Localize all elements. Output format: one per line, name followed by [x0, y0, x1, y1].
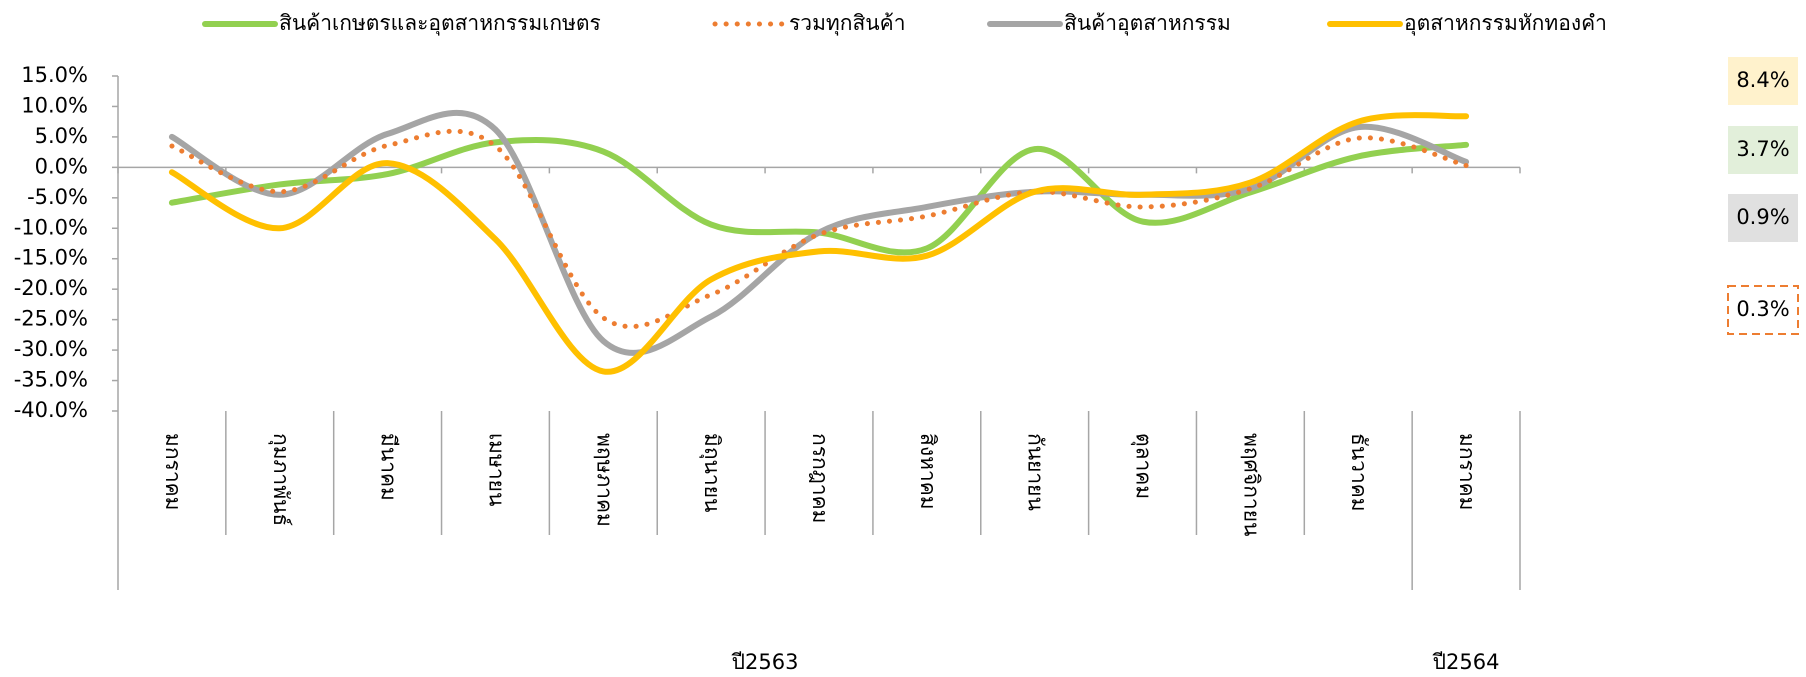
group-label: ปี2564: [1432, 650, 1500, 674]
x-tick-label: ตุลาคม: [1131, 433, 1156, 499]
x-tick-label: มกราคม: [1455, 433, 1479, 511]
series-line: [168, 112, 1470, 375]
value-label-box: [1728, 57, 1798, 105]
x-tick-label: กุมภาพันธ์: [268, 433, 293, 526]
y-tick-label: -25.0%: [14, 307, 88, 331]
y-tick-label: -15.0%: [14, 246, 88, 270]
x-tick-label: เมษายน: [484, 433, 508, 506]
value-label: 0.9%: [1736, 205, 1789, 229]
y-tick-label: 5.0%: [35, 124, 88, 148]
y-tick-label: -5.0%: [27, 185, 88, 209]
y-tick-label: -10.0%: [14, 215, 88, 239]
legend-label: สินค้าอุตสาหกรรม: [1064, 11, 1231, 36]
y-tick-label: -40.0%: [14, 398, 88, 422]
value-label-box: [1728, 194, 1798, 242]
x-tick-label: พฤษภาคม: [592, 433, 616, 527]
series-line: [169, 128, 1469, 330]
x-tick-label: สิงหาคม: [916, 433, 940, 510]
x-tick-label: พฤศจิกายน: [1239, 433, 1263, 536]
y-tick-label: -35.0%: [14, 368, 88, 392]
value-label-box: [1728, 126, 1798, 174]
x-tick-label: มิถุนายน: [699, 433, 724, 512]
legend-label: รวมทุกสินค้า: [789, 11, 905, 36]
legend-label: อุตสาหกรรมหักทองคำ: [1404, 11, 1607, 36]
value-label: 8.4%: [1736, 68, 1789, 92]
x-tick-label: กันยายน: [1024, 433, 1048, 511]
x-tick-label: กรกฎาคม: [808, 433, 832, 524]
y-tick-label: 10.0%: [21, 93, 88, 117]
value-label: 3.7%: [1736, 137, 1789, 161]
x-tick-label: มกราคม: [161, 433, 185, 511]
y-tick-label: -20.0%: [14, 276, 88, 300]
y-tick-label: 0.0%: [35, 154, 88, 178]
x-tick-label: มีนาคม: [377, 433, 401, 501]
y-tick-label: 15.0%: [21, 63, 88, 87]
x-tick-label: ธันวาคม: [1347, 433, 1371, 512]
y-tick-label: -30.0%: [14, 337, 88, 361]
legend-label: สินค้าเกษตรและอุตสาหกรรมเกษตร: [279, 11, 601, 36]
series-line: [168, 109, 1470, 356]
value-label: 0.3%: [1736, 297, 1789, 321]
value-label-box: [1727, 285, 1799, 335]
group-label: ปี2563: [731, 650, 799, 674]
